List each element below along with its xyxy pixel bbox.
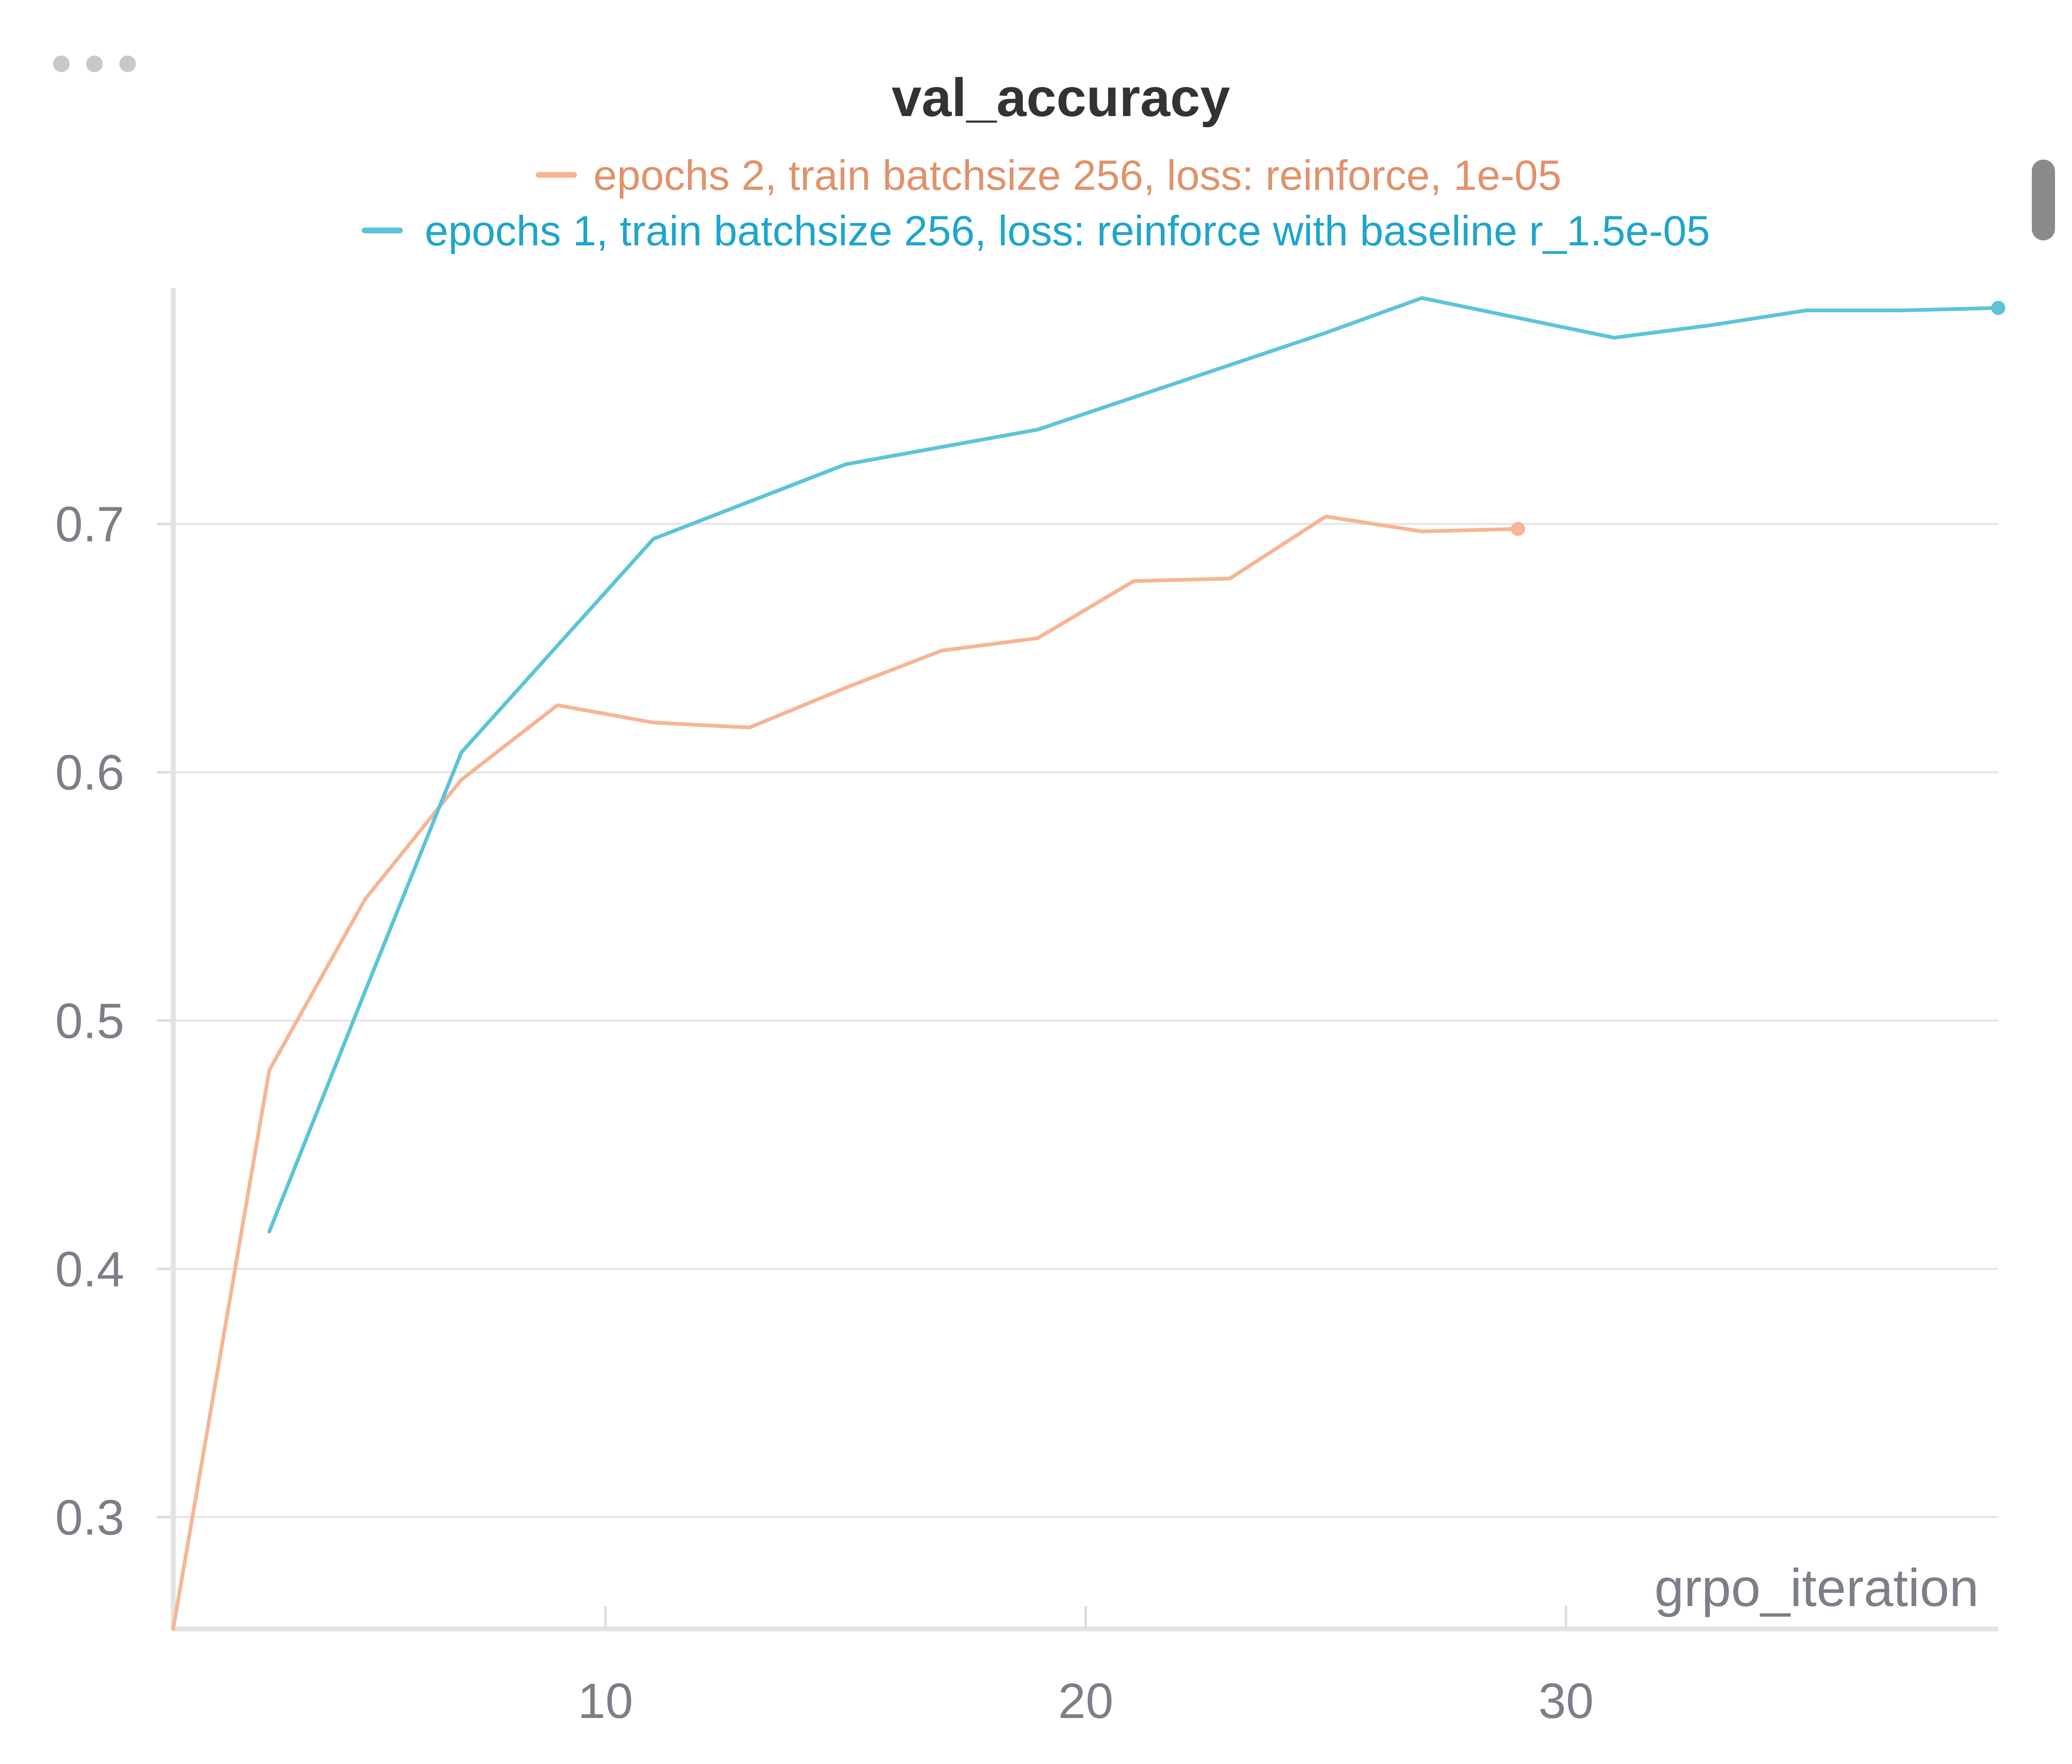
x-tick-label: 30 — [1538, 1673, 1593, 1729]
more-menu-icon-dot[interactable] — [119, 56, 136, 72]
y-tick-label: 0.3 — [55, 1490, 124, 1545]
series-line-2 — [267, 296, 2000, 1233]
x-tick-label: 20 — [1058, 1673, 1113, 1729]
y-tick-label: 0.5 — [55, 993, 124, 1049]
x-tick-label: 10 — [578, 1673, 633, 1729]
legend: epochs 2, train batchsize 256, loss: rei… — [362, 152, 1710, 254]
series-end-point — [1991, 300, 2005, 315]
more-menu-icon-dot[interactable] — [86, 56, 103, 72]
legend-label: epochs 2, train batchsize 256, loss: rei… — [593, 152, 1561, 199]
tick-labels: 0.3 0.4 0.5 0.6 0.7 10 20 30 — [55, 497, 1594, 1729]
y-tick-label: 0.6 — [55, 745, 124, 800]
chart-title: val_accuracy — [892, 67, 1230, 128]
series-lines — [171, 296, 2005, 1631]
legend-label: epochs 1, train batchsize 256, loss: rei… — [425, 207, 1710, 254]
scrollbar-handle[interactable] — [2032, 160, 2055, 240]
series-end-point — [1511, 522, 1525, 536]
x-axis-title: grpo_iteration — [1654, 1558, 1979, 1618]
axes — [171, 288, 1998, 1631]
y-tick-label: 0.7 — [55, 497, 124, 552]
y-tick-label: 0.4 — [55, 1241, 124, 1297]
series-line-1 — [171, 514, 1520, 1631]
more-menu-icon-dot[interactable] — [53, 56, 70, 72]
grid-lines — [157, 523, 1998, 1519]
